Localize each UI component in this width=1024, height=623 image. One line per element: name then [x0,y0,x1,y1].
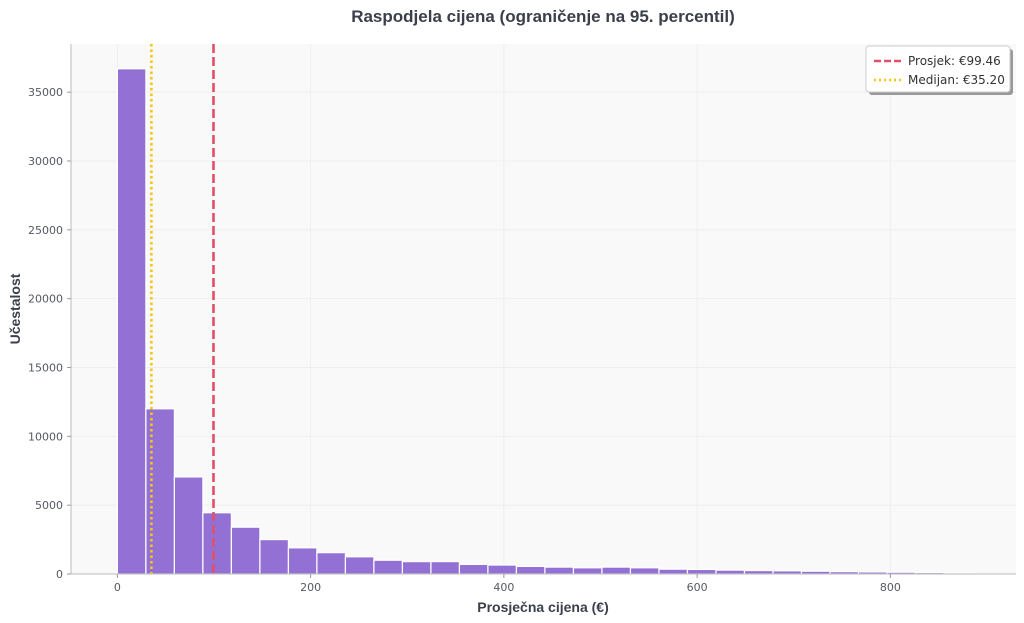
histogram-bar [287,547,318,575]
y-tick-label: 20000 [28,293,63,306]
histogram-bar [344,556,375,575]
histogram-bar [401,561,432,575]
histogram-bar [743,569,774,575]
plot-background [71,44,1016,574]
x-tick-label: 600 [687,581,708,594]
y-tick-label: 5000 [35,499,63,512]
histogram-bar [373,559,404,575]
histogram-bar [116,68,147,575]
x-tick-label: 800 [880,581,901,594]
histogram-bar [601,566,632,575]
histogram-bar [230,526,261,575]
y-tick-label: 15000 [28,362,63,375]
histogram-bar [686,568,717,575]
chart-title: Raspodjela cijena (ograničenje na 95. pe… [351,7,735,26]
legend-mean-label: Prosjek: €99.46 [908,54,1001,68]
x-axis-label: Prosječna cijena (€) [477,599,609,615]
y-tick-label: 35000 [28,86,63,99]
x-axis-ticks: 0 200 400 600 800 [114,574,901,594]
histogram-bar [572,567,603,575]
histogram-bar [173,476,204,575]
legend-median-label: Medijan: €35.20 [908,73,1005,87]
x-tick-label: 400 [493,581,514,594]
histogram-bar [544,566,575,575]
histogram-bar [629,567,660,575]
histogram-bar [430,561,461,575]
legend-box [865,45,1011,93]
histogram-bar [458,563,489,575]
histogram-bars [116,68,974,575]
histogram-bar [202,512,232,575]
histogram-bar [515,565,546,575]
x-tick-label: 0 [114,581,121,594]
x-tick-label: 200 [300,581,321,594]
histogram-bar [259,538,290,575]
y-tick-label: 30000 [28,155,63,168]
y-tick-label: 25000 [28,224,63,237]
histogram-bar [715,569,746,575]
y-axis-label: Učestalost [7,273,23,344]
legend: Prosjek: €99.46 Medijan: €35.20 [865,45,1013,95]
y-tick-label: 0 [56,568,63,581]
reference-lines [150,44,215,574]
histogram-bar [316,552,347,575]
histogram-bar [658,568,689,575]
y-axis-ticks: 0 5000 10000 15000 20000 25000 30000 35000 [28,86,71,581]
y-tick-label: 10000 [28,430,63,443]
histogram-bar [487,564,518,575]
